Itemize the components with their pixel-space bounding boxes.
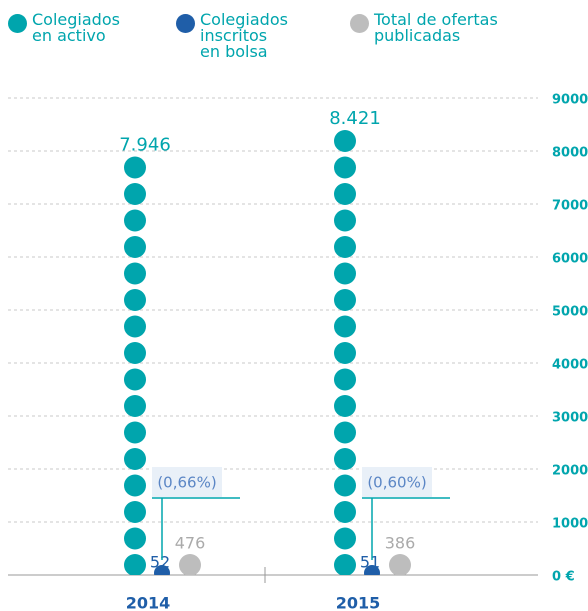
legend-item: Total de ofertas publicadas [350,12,520,44]
dot [124,156,146,179]
annotation: (0,60%) [367,474,426,492]
dot [334,262,356,285]
legend-label: Colegiados en activo [32,10,120,45]
dot [124,395,146,417]
dot [124,421,146,444]
value-label: 52 [150,553,170,572]
annotation-box [152,467,222,497]
dot-column [389,554,411,575]
dot [124,262,146,285]
dot [334,236,356,258]
dot [124,289,146,311]
dot [334,289,356,311]
dot [364,565,380,575]
dot [124,474,146,497]
dot [334,315,356,338]
dot-column [179,554,201,575]
value-label: 476 [175,534,206,553]
dot [124,368,146,391]
y-tick-label: 8000 [552,146,588,161]
y-tick-label: 4000 [552,358,588,373]
x-tick-label: 2014 [126,594,171,611]
dot [124,527,146,550]
legend-swatch [8,14,27,33]
y-tick-label: 2000 [552,464,588,479]
y-tick-label: 7000 [552,199,588,214]
dot [179,554,201,575]
dot [124,209,146,232]
dot [389,554,411,575]
legend-item: Colegiados inscritos en bolsa [176,10,288,61]
value-label: 51 [360,553,380,572]
dot [334,501,356,523]
legend-label: Total de ofertas publicadas [374,10,498,45]
dot [334,130,356,152]
dot [334,474,356,497]
value-label: 7.946 [119,135,171,156]
dot [334,183,356,205]
dot [334,342,356,364]
dot [124,554,146,575]
dot [124,448,146,470]
dot [334,368,356,391]
dot [334,554,356,575]
dot [124,236,146,258]
annotation: (0,66%) [157,474,216,492]
dot [154,565,170,575]
y-tick-label: 3000 [552,411,588,426]
dot [334,156,356,179]
dot-column [154,565,170,575]
dot-column [124,156,146,575]
dot-column [364,565,380,575]
dot [124,315,146,338]
y-tick-label: 1000 [552,517,588,532]
y-tick-label: 0 € [552,570,575,585]
value-label: 386 [385,534,416,553]
legend-item: Colegiados en activo [8,10,120,45]
legend-swatch [350,14,369,33]
dot [124,501,146,523]
y-tick-label: 9000 [552,93,588,108]
dot [124,342,146,364]
y-tick-label: 6000 [552,252,588,267]
annotation-box [362,467,432,497]
dot [334,527,356,550]
dot [334,421,356,444]
x-tick-label: 2015 [336,594,381,611]
dot [334,395,356,417]
dot [334,448,356,470]
value-label: 8.421 [329,108,381,129]
legend-label: Colegiados inscritos en bolsa [200,10,288,61]
dot-column [334,130,356,575]
dot [124,183,146,205]
dot [334,209,356,232]
y-tick-label: 5000 [552,305,588,320]
legend-swatch [176,14,195,33]
